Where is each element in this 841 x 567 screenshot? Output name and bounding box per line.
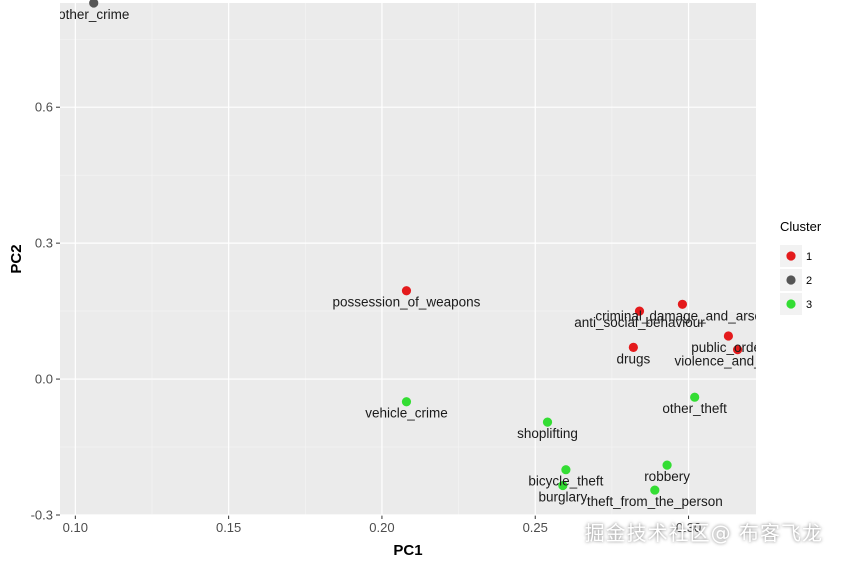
data-point-vehicle-crime xyxy=(401,397,412,407)
data-label-theft-from-the-person: theft_from_the_person xyxy=(587,494,723,509)
data-point-violence-and-sexual xyxy=(733,345,743,355)
legend-key-3 xyxy=(786,299,796,309)
data-label-shoplifting: shoplifting xyxy=(517,426,578,441)
data-label-robbery: robbery xyxy=(644,469,690,484)
x-tick-label: 0.25 xyxy=(523,520,548,535)
data-point-shoplifting xyxy=(542,417,553,427)
data-point-public-order xyxy=(723,331,734,341)
x-tick-label: 0.10 xyxy=(63,520,88,535)
data-point-robbery xyxy=(662,460,672,470)
data-label-anti-social-behaviour: anti_social_behaviour xyxy=(574,315,705,330)
data-point-other-theft xyxy=(690,392,700,402)
data-label-drugs: drugs xyxy=(616,351,650,366)
legend-label-3: 3 xyxy=(806,299,812,311)
x-tick-label: 0.30 xyxy=(676,520,701,535)
y-tick-label: 0.3 xyxy=(35,236,53,251)
data-label-criminal-damage-and-arson: criminal_damage_and_arson xyxy=(595,308,769,323)
legend-key-1 xyxy=(786,251,796,261)
data-label-other-crime: other_crime xyxy=(58,7,129,22)
data-point-anti-social-behaviour xyxy=(634,306,645,316)
y-tick-label: -0.3 xyxy=(31,508,53,523)
x-axis-title: PC1 xyxy=(393,542,422,559)
y-tick-label: 0.6 xyxy=(35,100,53,115)
data-label-bicycle-theft: bicycle_theft xyxy=(528,474,603,489)
data-point-other-crime xyxy=(89,0,99,8)
data-point-criminal-damage-and-arson xyxy=(677,299,688,309)
plot-panel xyxy=(60,3,756,515)
data-point-theft-from-the-person xyxy=(650,485,660,495)
y-axis-title: PC2 xyxy=(8,244,25,273)
x-tick-label: 0.15 xyxy=(216,520,241,535)
data-label-public-order: public_order xyxy=(691,340,766,355)
watermark-text: 掘金技术社区@ 布客飞龙 xyxy=(584,521,823,545)
data-point-possession-of-weapons xyxy=(401,286,412,296)
data-label-vehicle-crime: vehicle_crime xyxy=(365,406,448,421)
data-label-violence-and-sexual: violence_and_sexual xyxy=(675,354,801,369)
data-point-bicycle-theft xyxy=(561,465,571,475)
legend-key-2 xyxy=(786,275,796,285)
legend-title: Cluster xyxy=(780,219,822,234)
data-label-other-theft: other_theft xyxy=(662,401,727,416)
legend-label-1: 1 xyxy=(806,251,812,263)
data-label-possession-of-weapons: possession_of_weapons xyxy=(333,295,481,310)
data-label-burglary: burglary xyxy=(538,490,587,505)
legend-label-2: 2 xyxy=(806,275,812,287)
data-point-burglary xyxy=(558,480,568,491)
data-point-drugs xyxy=(628,342,638,352)
y-tick-label: 0.0 xyxy=(35,372,53,387)
x-tick-label: 0.20 xyxy=(369,520,394,535)
